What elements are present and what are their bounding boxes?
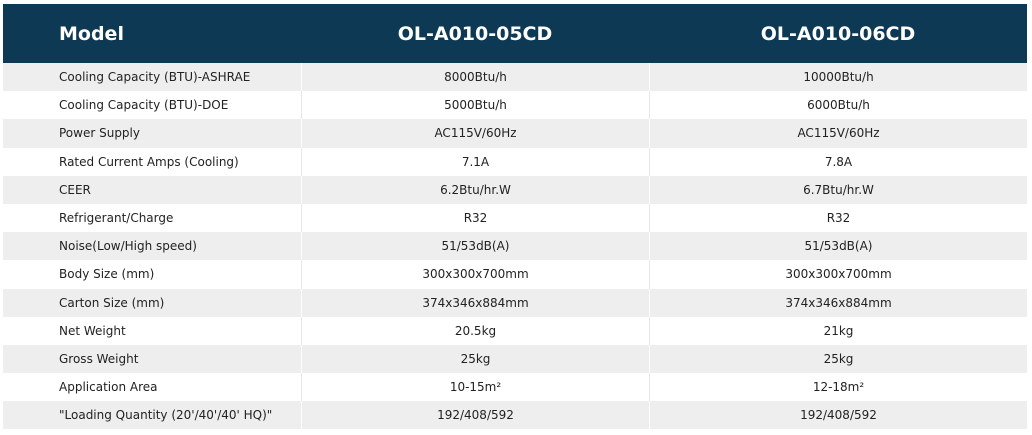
table-body: Cooling Capacity (BTU)-ASHRAE 8000Btu/h … — [3, 63, 1027, 430]
row-label: Rated Current Amps (Cooling) — [3, 147, 301, 176]
spec-table: Model OL-A010-05CD OL-A010-06CD Cooling … — [3, 4, 1027, 430]
row-value-model-1: AC115V/60Hz — [301, 119, 649, 148]
table-row: CEER 6.2Btu/hr.W 6.7Btu/hr.W — [3, 175, 1027, 204]
model-header-1: OL-A010-05CD — [301, 4, 649, 63]
row-value-model-2: 25kg — [649, 344, 1027, 374]
table-row: Cooling Capacity (BTU)-DOE 5000Btu/h 600… — [3, 91, 1027, 120]
row-label: Cooling Capacity (BTU)-ASHRAE — [3, 63, 301, 92]
row-value-model-2: 374x346x884mm — [649, 288, 1027, 317]
row-value-model-1: 5000Btu/h — [301, 91, 649, 120]
row-value-model-1: 8000Btu/h — [301, 63, 649, 92]
row-label: Net Weight — [3, 316, 301, 345]
row-label: Application Area — [3, 373, 301, 402]
row-value-model-2: 21kg — [649, 316, 1027, 345]
model-header-2: OL-A010-06CD — [649, 4, 1027, 63]
header-label: Model — [3, 4, 301, 63]
table-row: Body Size (mm) 300x300x700mm 300x300x700… — [3, 260, 1027, 289]
row-value-model-2: 192/408/592 — [649, 401, 1027, 430]
row-value-model-1: 10-15m² — [301, 373, 649, 402]
table-row: "Loading Quantity (20'/40'/40' HQ)" 192/… — [3, 401, 1027, 430]
row-value-model-2: 7.8A — [649, 147, 1027, 176]
row-value-model-2: 6.7Btu/hr.W — [649, 175, 1027, 204]
table-row: Refrigerant/Charge R32 R32 — [3, 203, 1027, 233]
table-row: Gross Weight 25kg 25kg — [3, 344, 1027, 374]
row-label: Gross Weight — [3, 344, 301, 374]
row-value-model-2: 51/53dB(A) — [649, 232, 1027, 261]
row-value-model-2: 10000Btu/h — [649, 63, 1027, 92]
row-value-model-2: 12-18m² — [649, 373, 1027, 402]
row-label: Refrigerant/Charge — [3, 203, 301, 233]
row-label: Power Supply — [3, 119, 301, 148]
row-value-model-1: 192/408/592 — [301, 401, 649, 430]
row-value-model-1: 25kg — [301, 344, 649, 374]
row-value-model-1: 300x300x700mm — [301, 260, 649, 289]
row-value-model-1: 7.1A — [301, 147, 649, 176]
row-label: CEER — [3, 175, 301, 204]
row-value-model-2: R32 — [649, 203, 1027, 233]
table-header: Model OL-A010-05CD OL-A010-06CD — [3, 4, 1027, 63]
row-value-model-2: 300x300x700mm — [649, 260, 1027, 289]
row-label: "Loading Quantity (20'/40'/40' HQ)" — [3, 401, 301, 430]
table-row: Carton Size (mm) 374x346x884mm 374x346x8… — [3, 288, 1027, 317]
row-label: Body Size (mm) — [3, 260, 301, 289]
row-value-model-1: 20.5kg — [301, 316, 649, 345]
row-value-model-2: 6000Btu/h — [649, 91, 1027, 120]
row-value-model-1: 374x346x884mm — [301, 288, 649, 317]
row-value-model-1: 6.2Btu/hr.W — [301, 175, 649, 204]
row-label: Cooling Capacity (BTU)-DOE — [3, 91, 301, 120]
row-value-model-2: AC115V/60Hz — [649, 119, 1027, 148]
row-label: Noise(Low/High speed) — [3, 232, 301, 261]
table-row: Net Weight 20.5kg 21kg — [3, 316, 1027, 345]
table-row: Power Supply AC115V/60Hz AC115V/60Hz — [3, 119, 1027, 148]
table-row: Noise(Low/High speed) 51/53dB(A) 51/53dB… — [3, 232, 1027, 261]
row-value-model-1: 51/53dB(A) — [301, 232, 649, 261]
table-row: Rated Current Amps (Cooling) 7.1A 7.8A — [3, 147, 1027, 176]
header-row: Model OL-A010-05CD OL-A010-06CD — [3, 4, 1027, 63]
table-row: Cooling Capacity (BTU)-ASHRAE 8000Btu/h … — [3, 63, 1027, 92]
row-label: Carton Size (mm) — [3, 288, 301, 317]
row-value-model-1: R32 — [301, 203, 649, 233]
table-row: Application Area 10-15m² 12-18m² — [3, 373, 1027, 402]
